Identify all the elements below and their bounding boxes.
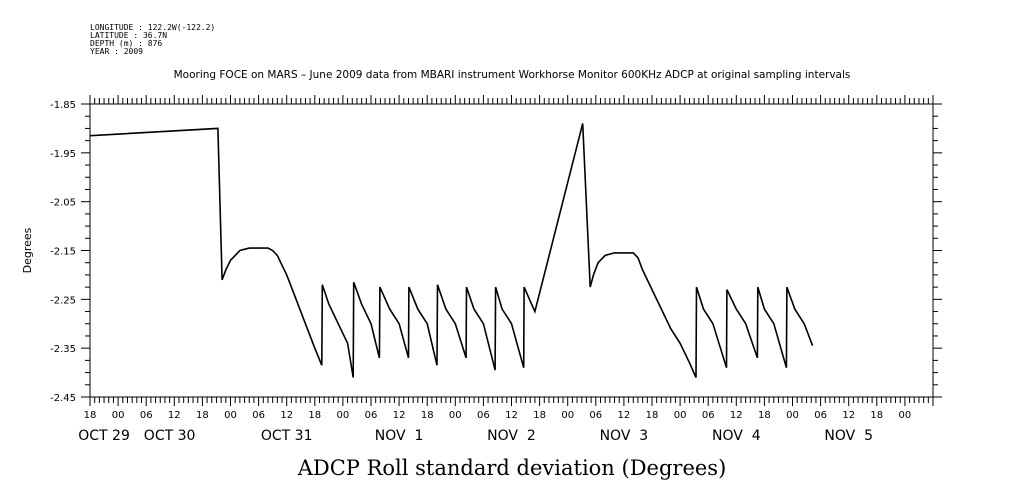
x-tick-label: 12 — [730, 410, 743, 421]
date-labels: OCT 29 OCT 30 OCT 31 NOV 1 NOV 2 NOV 3 NOV 4 NO… — [78, 428, 873, 444]
x-tick-label: 18 — [758, 410, 771, 421]
series-line — [89, 123, 814, 378]
x-tick-label: 00 — [112, 410, 125, 421]
y-tick-label: -2.05 — [50, 198, 76, 209]
x-tick-label: 18 — [870, 410, 883, 421]
x-tick-label: 06 — [589, 410, 602, 421]
x-tick-label: 18 — [84, 410, 97, 421]
plot-frame — [89, 103, 934, 398]
metadata-line: YEAR : 2009 — [90, 47, 143, 56]
y-tick-label: -2.25 — [50, 295, 76, 306]
series-layer — [89, 123, 814, 378]
x-tick-label: 18 — [646, 410, 659, 421]
x-tick-label: 06 — [814, 410, 827, 421]
x-tick-label: 12 — [168, 410, 181, 421]
date-label: OCT 30 — [144, 428, 196, 444]
date-label: NOV 1 — [375, 428, 424, 444]
chart-title: Mooring FOCE on MARS – June 2009 data fr… — [174, 69, 851, 81]
x-tick-label: 12 — [393, 410, 406, 421]
date-label: NOV 3 — [600, 428, 649, 444]
x-tick-label: 18 — [533, 410, 546, 421]
x-tick-label: 18 — [196, 410, 209, 421]
metadata-block: LONGITUDE : 122.2W(-122.2)LATITUDE : 36.… — [90, 23, 215, 56]
x-tick-label: 00 — [674, 410, 687, 421]
x-axis-label: ADCP Roll standard deviation (Degrees) — [297, 456, 727, 480]
x-tick-label: 12 — [842, 410, 855, 421]
metadata-line: LONGITUDE : 122.2W(-122.2) — [90, 23, 215, 32]
date-label: OCT 31 — [261, 428, 313, 444]
y-tick-label: -2.45 — [50, 393, 76, 404]
x-tick-label: 06 — [702, 410, 715, 421]
y-tick-label: -1.95 — [50, 149, 76, 160]
y-tick-label: -2.35 — [50, 344, 76, 355]
x-tick-label: 06 — [365, 410, 378, 421]
x-tick-label: 18 — [421, 410, 434, 421]
x-tick-label: 12 — [505, 410, 518, 421]
x-tick-label: 00 — [337, 410, 350, 421]
axis-ticks — [81, 95, 942, 406]
x-tick-label: 18 — [308, 410, 321, 421]
y-axis-label: Degrees — [21, 227, 34, 273]
x-tick-label: 00 — [561, 410, 574, 421]
y-tick-labels: -1.85 -1.95 -2.05 -2.15 -2.25 -2.35 -2.45 — [50, 100, 76, 404]
x-tick-label: 06 — [477, 410, 490, 421]
x-tick-label: 06 — [140, 410, 153, 421]
metadata-line: DEPTH (m) : 876 — [90, 39, 162, 48]
x-tick-label: 00 — [899, 410, 912, 421]
date-label: OCT 29 — [78, 428, 130, 444]
date-label: NOV 5 — [824, 428, 873, 444]
date-label: NOV 2 — [487, 428, 536, 444]
x-tick-label: 00 — [786, 410, 799, 421]
x-tick-label: 12 — [618, 410, 631, 421]
y-tick-label: -2.15 — [50, 247, 76, 258]
x-tick-label: 00 — [224, 410, 237, 421]
x-tick-label: 12 — [280, 410, 293, 421]
metadata-line: LATITUDE : 36.7N — [90, 31, 167, 40]
x-tick-label: 06 — [252, 410, 265, 421]
x-tick-label: 00 — [449, 410, 462, 421]
date-label: NOV 4 — [712, 428, 761, 444]
x-tick-labels: 18 00 06 12 18 00 06 12 18 00 06 12 18 00 06 12 18 00 06 12… — [84, 410, 912, 421]
y-tick-label: -1.85 — [50, 100, 76, 111]
